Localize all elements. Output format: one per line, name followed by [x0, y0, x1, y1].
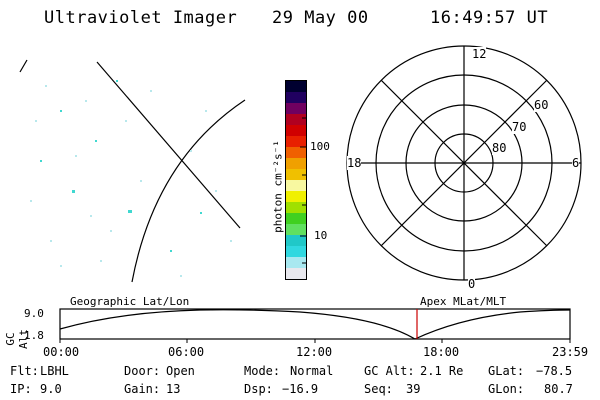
- color-bar-segment: [286, 125, 306, 136]
- lat-label-80: 80: [492, 141, 507, 155]
- timeline-x-tick-2: 12:00: [296, 345, 333, 359]
- info-glat-label: GLat:: [488, 364, 525, 378]
- info-dsp-label: Dsp:: [244, 382, 273, 396]
- color-bar-segment: [286, 257, 306, 268]
- info-gain-label: Gain:: [124, 382, 161, 396]
- color-bar-segment: [286, 158, 306, 169]
- time-label: 16:49:57 UT: [430, 8, 549, 28]
- timeline-right-title: Apex MLat/MLT: [420, 295, 507, 308]
- info-gain-value: 13: [166, 382, 181, 396]
- color-bar-segment: [286, 268, 306, 279]
- info-glat-value: −78.5: [536, 364, 573, 378]
- polar-diagonal-2: [380, 79, 548, 247]
- info-ip-value: 9.0: [40, 382, 62, 396]
- info-ip-label: IP:: [10, 382, 32, 396]
- info-glon-label: GLon:: [488, 382, 525, 396]
- latitude-curve: [131, 99, 246, 283]
- app-title: Ultraviolet Imager: [44, 8, 238, 28]
- info-door-label: Door:: [124, 364, 161, 378]
- info-gcalt-label: GC Alt:: [364, 364, 415, 378]
- color-bar-segment: [286, 169, 306, 180]
- color-bar-segment: [286, 81, 306, 92]
- mlt-label-0: 0: [468, 277, 476, 291]
- color-bar-segment: [286, 191, 306, 202]
- color-bar-segment: [286, 103, 306, 114]
- meridian-line: [96, 61, 241, 229]
- color-bar-segment: [286, 246, 306, 257]
- info-flt-label: Flt:: [10, 364, 39, 378]
- timeline-x-tick-1: 06:00: [168, 345, 205, 359]
- color-bar-segment: [286, 213, 306, 224]
- color-bar-segment: [286, 235, 306, 246]
- timeline-x-tick-0: 00:00: [43, 345, 80, 359]
- info-glon-value: 80.7: [544, 382, 573, 396]
- info-mode-label: Mode:: [244, 364, 281, 378]
- info-flt-value: LBHL: [40, 364, 69, 378]
- color-bar-segment: [286, 92, 306, 103]
- altitude-curve: [59, 309, 571, 340]
- info-gcalt-value: 2.1 Re: [420, 364, 464, 378]
- color-bar: [285, 80, 307, 280]
- color-bar-segment: [286, 202, 306, 213]
- info-door-value: Open: [166, 364, 195, 378]
- lat-label-60: 60: [534, 98, 549, 112]
- color-bar-segment: [286, 136, 306, 147]
- timeline-x-tick-4: 23:59: [552, 345, 589, 359]
- info-mode-value: Normal: [290, 364, 334, 378]
- color-bar-segment: [286, 114, 306, 125]
- mlt-label-12: 12: [472, 47, 487, 61]
- lat-label-70: 70: [512, 120, 527, 134]
- marker-tick: [19, 59, 28, 73]
- date-label: 29 May 00: [272, 8, 369, 28]
- info-dsp-value: −16.9: [282, 382, 319, 396]
- timeline-y-tick-max: 9.0: [24, 307, 44, 320]
- color-bar-segment: [286, 180, 306, 191]
- info-seq-value: 39: [406, 382, 421, 396]
- mlt-label-18: 18: [347, 156, 362, 170]
- color-bar-segment: [286, 147, 306, 158]
- color-bar-segment: [286, 224, 306, 235]
- colorbar-tick-100: 100: [310, 140, 330, 153]
- emission-specks: [40, 80, 202, 252]
- timeline-y-tick-min: 1.8: [24, 329, 44, 342]
- info-seq-label: Seq:: [364, 382, 393, 396]
- timeline-x-tick-3: 18:00: [423, 345, 460, 359]
- faint-specks: [30, 85, 232, 277]
- mlt-label-6: 6: [572, 156, 580, 170]
- timeline-left-title: Geographic Lat/Lon: [70, 295, 190, 308]
- colorbar-tick-10: 10: [314, 229, 328, 242]
